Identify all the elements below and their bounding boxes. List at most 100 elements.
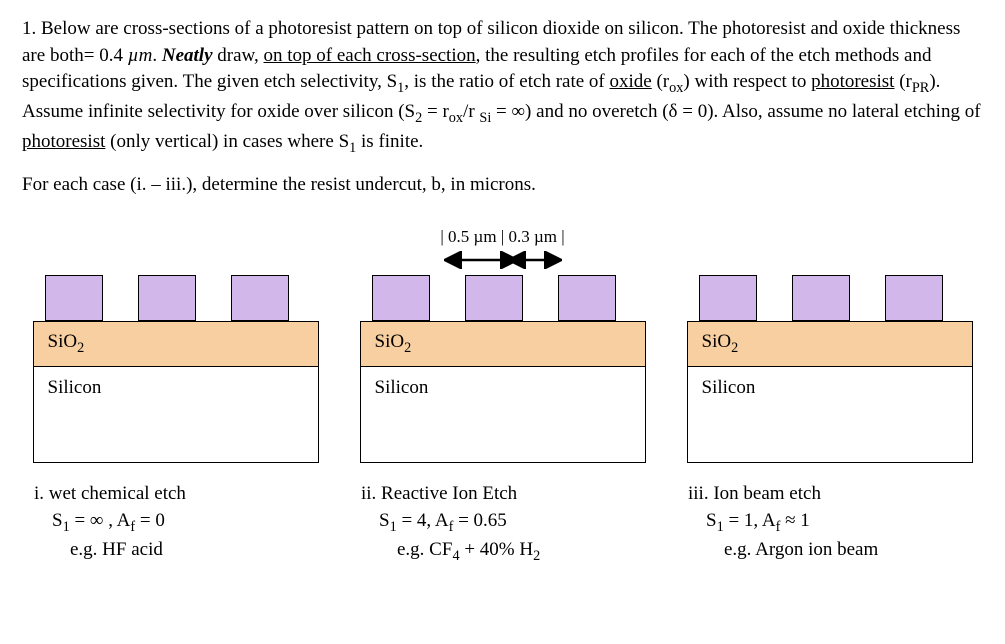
diagrams-row: SiO2 Silicon i. wet chemical etch S1 = ∞… xyxy=(22,213,983,567)
oxide-layer: SiO2 xyxy=(360,321,646,367)
ontop: on top of each cross-section xyxy=(264,45,476,66)
cii-l1a: S xyxy=(379,510,390,531)
cii-egas: 4 xyxy=(452,548,459,564)
unit1: µm xyxy=(128,45,153,66)
pr-block xyxy=(558,275,616,321)
diagram-col-ii: | 0.5 µm | 0.3 µm | xyxy=(349,213,656,567)
prsub: PR xyxy=(912,80,929,96)
oxide-label: SiO2 xyxy=(48,329,85,359)
problem-paragraph-1: 1. Below are cross-sections of a photore… xyxy=(22,16,983,158)
dim-label: | 0.5 µm | 0.3 µm | xyxy=(440,225,564,249)
caption-i-title: i. wet chemical etch xyxy=(34,481,329,508)
ciii-l1b: = 1, A xyxy=(724,510,776,531)
ci-l1a: S xyxy=(52,510,63,531)
p1l: = ∞) and no overetch (δ = 0). Also, assu… xyxy=(491,101,980,122)
caption-iii-title: iii. Ion beam etch xyxy=(688,481,983,508)
dim-arrows xyxy=(444,251,562,269)
oxide-text: SiO xyxy=(375,331,405,352)
cross-section-iii: SiO2 Silicon xyxy=(687,275,973,463)
cii-ega: e.g. CF xyxy=(397,539,452,560)
caption-iii: iii. Ion beam etch S1 = 1, Af ≈ 1 e.g. A… xyxy=(676,481,983,564)
p1c: draw, xyxy=(213,45,264,66)
pr-gap xyxy=(430,275,465,321)
oxsub2: ox xyxy=(449,110,463,126)
p1h: (r xyxy=(894,71,911,92)
caption-ii: ii. Reactive Ion Etch S1 = 4, Af = 0.65 … xyxy=(349,481,656,567)
pr-row xyxy=(33,275,319,321)
pr-u2: photoresist xyxy=(22,131,105,152)
pr-gap xyxy=(103,275,138,321)
caption-i-line1: S1 = ∞ , Af = 0 xyxy=(34,508,329,538)
p1e: , is the ratio of etch rate of xyxy=(404,71,609,92)
p1b: . xyxy=(152,45,162,66)
problem-paragraph-2: For each case (i. – iii.), determine the… xyxy=(22,172,983,199)
arrows-svg xyxy=(444,251,562,269)
cross-section-i: SiO2 Silicon xyxy=(33,275,319,463)
oxide-text: SiO xyxy=(48,331,78,352)
pr-gap xyxy=(196,275,231,321)
silicon-layer: Silicon xyxy=(33,367,319,463)
oxide-u: oxide xyxy=(610,71,652,92)
diagram-col-i: SiO2 Silicon i. wet chemical etch S1 = ∞… xyxy=(22,213,329,567)
pr-u: photoresist xyxy=(811,71,894,92)
pr-block xyxy=(45,275,103,321)
oxide-layer: SiO2 xyxy=(33,321,319,367)
oxsub: ox xyxy=(669,80,683,96)
p1m: (only vertical) in cases where S xyxy=(105,131,349,152)
pr-block xyxy=(792,275,850,321)
caption-ii-line1: S1 = 4, Af = 0.65 xyxy=(361,508,656,538)
p1n: is finite. xyxy=(356,131,423,152)
silicon-label: Silicon xyxy=(48,375,102,402)
oxide-sub: 2 xyxy=(731,340,738,356)
cii-l1as: 1 xyxy=(390,518,397,534)
silicon-label: Silicon xyxy=(702,375,756,402)
oxide-label: SiO2 xyxy=(375,329,412,359)
pr-gap xyxy=(943,275,973,321)
pr-gap xyxy=(757,275,792,321)
p1k: /r xyxy=(463,101,479,122)
oxide-sub: 2 xyxy=(404,340,411,356)
cii-egb: + 40% H xyxy=(460,539,534,560)
p1g: ) with respect to xyxy=(683,71,811,92)
oxide-sub: 2 xyxy=(77,340,84,356)
pr-gap xyxy=(850,275,885,321)
caption-ii-eg: e.g. CF4 + 40% H2 xyxy=(361,537,656,567)
diagram-col-iii: SiO2 Silicon iii. Ion beam etch S1 = 1, … xyxy=(676,213,983,567)
ciii-l1c: ≈ 1 xyxy=(780,510,809,531)
dim-row-ii: | 0.5 µm | 0.3 µm | xyxy=(349,213,656,269)
pr-gap xyxy=(289,275,319,321)
caption-iii-eg: e.g. Argon ion beam xyxy=(688,537,983,564)
oxide-text: SiO xyxy=(702,331,732,352)
pr-block xyxy=(465,275,523,321)
pr-gap xyxy=(360,275,372,321)
caption-iii-line1: S1 = 1, Af ≈ 1 xyxy=(688,508,983,538)
ciii-l1a: S xyxy=(706,510,717,531)
p1f: (r xyxy=(652,71,669,92)
cii-l1b: = 4, A xyxy=(397,510,449,531)
ci-l1c: = 0 xyxy=(135,510,165,531)
caption-ii-title: ii. Reactive Ion Etch xyxy=(361,481,656,508)
cii-l1c: = 0.65 xyxy=(453,510,506,531)
silicon-layer: Silicon xyxy=(687,367,973,463)
ci-l1as: 1 xyxy=(63,518,70,534)
cross-section-ii: SiO2 Silicon xyxy=(360,275,646,463)
oxide-label: SiO2 xyxy=(702,329,739,359)
silicon-label: Silicon xyxy=(375,375,429,402)
pr-gap xyxy=(616,275,646,321)
pr-block xyxy=(699,275,757,321)
dim-row-i xyxy=(22,213,329,269)
pr-gap xyxy=(687,275,699,321)
pr-block xyxy=(372,275,430,321)
ci-l1b: = ∞ , A xyxy=(70,510,131,531)
caption-i-eg: e.g. HF acid xyxy=(34,537,329,564)
oxide-layer: SiO2 xyxy=(687,321,973,367)
cii-egbs: 2 xyxy=(533,548,540,564)
pr-block xyxy=(138,275,196,321)
pr-row xyxy=(687,275,973,321)
pr-block xyxy=(885,275,943,321)
pr-row xyxy=(360,275,646,321)
pr-gap xyxy=(523,275,558,321)
pr-gap xyxy=(33,275,45,321)
neatly: Neatly xyxy=(162,45,213,66)
p1j: = r xyxy=(422,101,449,122)
